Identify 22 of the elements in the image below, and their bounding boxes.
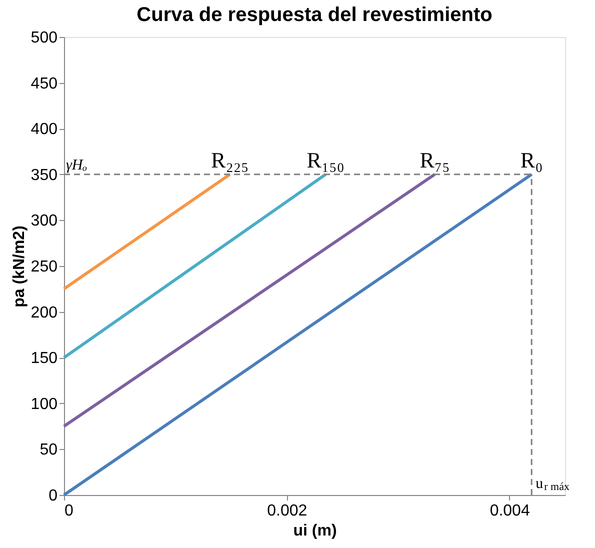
y-tick-label: 400 <box>30 121 58 138</box>
y-tick-label: 0 <box>48 488 58 504</box>
y-tick-label: 200 <box>30 304 58 322</box>
y-tick-label: 300 <box>30 212 58 230</box>
y-tick-label: 500 <box>30 30 58 46</box>
series-label: R₂₂₅ <box>211 147 249 172</box>
y-tick-label: 450 <box>30 75 58 92</box>
y-tick-label: 150 <box>30 350 58 368</box>
x-tick-label: 0.002 <box>267 502 308 520</box>
ref-line-label: γHₒ <box>66 157 88 174</box>
series-label: R₀ <box>520 147 543 172</box>
y-tick-label: 50 <box>40 442 58 459</box>
chart-title: Curva de respuesta del revestimiento <box>136 4 492 26</box>
x-axis-title: ui (m) <box>293 522 337 540</box>
y-axis-title: pa (kN/m2) <box>10 226 28 308</box>
series-label: R₇₅ <box>420 147 450 172</box>
x-tick-label: 0 <box>64 502 74 520</box>
series-label: R₁₅₀ <box>306 147 344 172</box>
x-tick-label: 0.004 <box>490 502 530 520</box>
y-tick-label: 350 <box>30 166 58 184</box>
y-tick-label: 250 <box>30 258 58 276</box>
y-tick-label: 100 <box>30 396 58 413</box>
